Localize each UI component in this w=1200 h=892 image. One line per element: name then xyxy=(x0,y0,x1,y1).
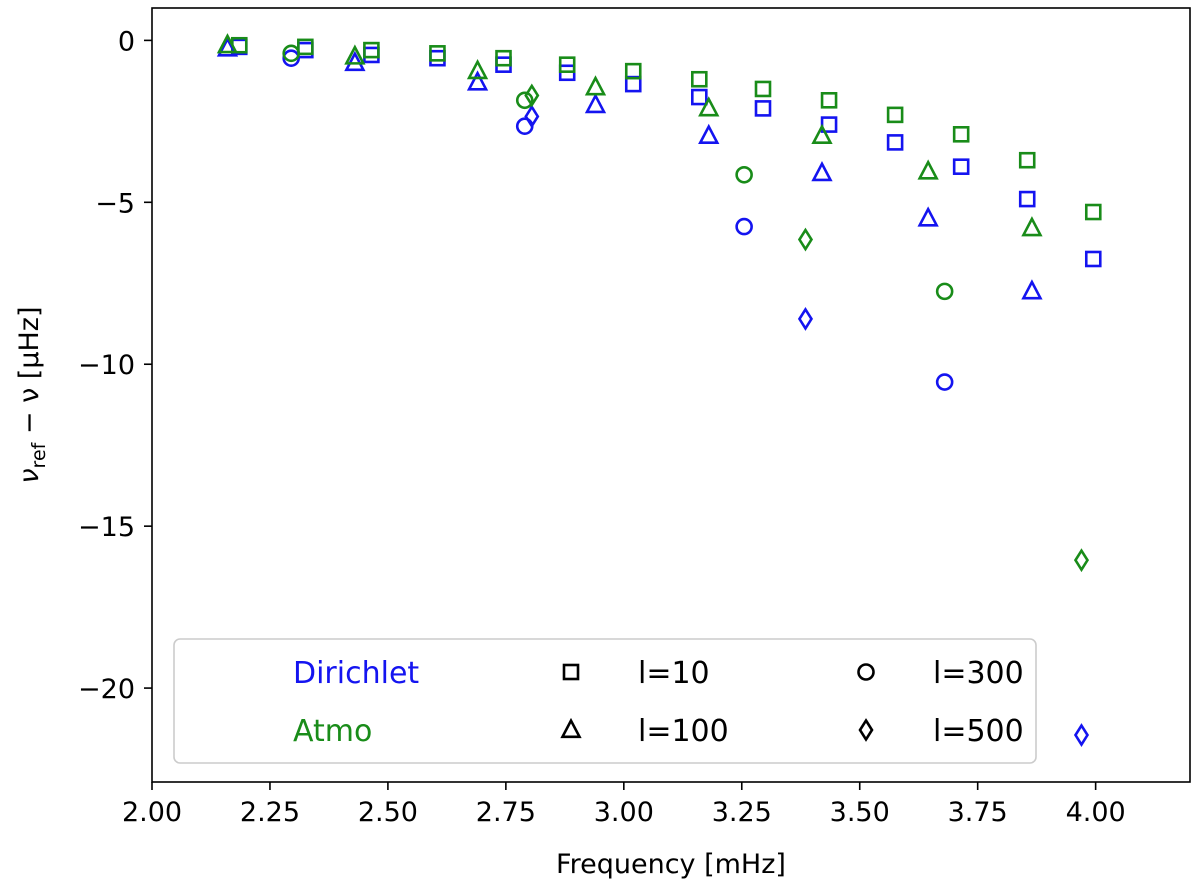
x-tick-label: 3.00 xyxy=(594,797,654,828)
data-point-dirichlet-l100 xyxy=(698,123,720,145)
data-point-atmo-l10 xyxy=(820,91,838,109)
data-point-dirichlet-l10 xyxy=(754,100,772,117)
data-point-dirichlet-l300 xyxy=(735,217,753,236)
legend-label-l100: l=100 xyxy=(638,714,729,749)
data-point-atmo-l100 xyxy=(216,33,239,54)
data-point-atmo-l10 xyxy=(691,70,708,88)
data-point-dirichlet-l10 xyxy=(1018,190,1036,208)
x-tick-label: 2.50 xyxy=(358,797,418,828)
data-point-dirichlet-l300 xyxy=(935,373,954,391)
data-point-atmo-l100 xyxy=(811,123,833,145)
x-tick-label: 2.00 xyxy=(122,797,182,828)
legend-label-atmo: Atmo xyxy=(293,714,372,749)
data-point-dirichlet-l10 xyxy=(429,49,446,67)
data-point-atmo-l300 xyxy=(282,44,300,63)
data-point-dirichlet-l10 xyxy=(886,134,904,151)
legend-box xyxy=(173,638,1037,764)
legend-marker-diamond xyxy=(858,718,874,742)
x-tick-label: 2.25 xyxy=(240,797,300,828)
data-point-dirichlet-l100 xyxy=(811,161,833,182)
x-tick-label: 3.75 xyxy=(948,797,1008,828)
data-point-atmo-l10 xyxy=(297,38,314,56)
data-point-atmo-l100 xyxy=(698,96,720,117)
legend-marker-square xyxy=(562,663,580,681)
data-point-dirichlet-l10 xyxy=(363,46,380,64)
data-point-atmo-l10 xyxy=(429,45,446,62)
data-point-dirichlet-l100 xyxy=(216,36,239,57)
data-point-atmo-l10 xyxy=(1018,151,1036,169)
data-point-atmo-l10 xyxy=(886,106,904,124)
y-tick-label: −15 xyxy=(78,512,135,543)
legend-label-dirichlet: Dirichlet xyxy=(293,656,419,691)
legend-marker-circle xyxy=(857,663,875,681)
data-point-dirichlet-l500 xyxy=(524,104,540,129)
data-point-atmo-l100 xyxy=(584,75,607,96)
legend-label-l500: l=500 xyxy=(933,714,1024,749)
legend-label-l10: l=10 xyxy=(638,656,710,691)
data-point-atmo-l300 xyxy=(935,282,954,301)
data-point-atmo-l100 xyxy=(466,59,489,80)
data-point-dirichlet-l100 xyxy=(917,206,939,227)
data-point-dirichlet-l10 xyxy=(1084,250,1102,268)
data-point-atmo-l10 xyxy=(363,41,380,59)
x-axis-label: Frequency [mHz] xyxy=(556,849,786,880)
data-point-atmo-l10 xyxy=(495,49,512,67)
data-point-atmo-l100 xyxy=(344,44,366,65)
x-tick-label: 3.25 xyxy=(712,797,772,828)
data-point-dirichlet-l500 xyxy=(797,306,814,331)
data-point-dirichlet-l10 xyxy=(691,88,708,106)
data-point-dirichlet-l10 xyxy=(952,158,970,175)
y-tick-label: −5 xyxy=(95,188,135,219)
y-tick-label: 0 xyxy=(118,26,135,57)
y-tick-label: −20 xyxy=(78,674,135,705)
data-point-atmo-l500 xyxy=(524,83,540,108)
legend-marker-triangle xyxy=(560,717,582,739)
axes: 2.00 2.25 2.50 2.75 3.00 3.25 3.50 3.75 4.00 0 −5 −… xyxy=(14,7,1191,880)
legend: Dirichlet Atmo l=10 l=100 l=300 l=500 xyxy=(173,638,1037,764)
x-tick-label: 4.00 xyxy=(1066,797,1126,828)
x-tick-label: 2.75 xyxy=(476,797,536,828)
data-point-atmo-l10 xyxy=(1084,203,1102,221)
data-point-atmo-l300 xyxy=(735,165,753,184)
y-axis-label: νref − ν [μHz] xyxy=(14,306,50,483)
y-tick-label: −10 xyxy=(78,350,135,381)
data-point-dirichlet-l100 xyxy=(344,50,366,72)
data-point-atmo-l10 xyxy=(754,80,772,98)
data-point-atmo-l500 xyxy=(1073,548,1090,573)
plot-frame xyxy=(151,7,1191,783)
data-point-dirichlet-l100 xyxy=(466,70,489,91)
data-point-atmo-l300 xyxy=(515,91,534,110)
data-point-atmo-l10 xyxy=(624,62,642,80)
x-tick-label: 3.50 xyxy=(830,797,890,828)
data-point-atmo-l10 xyxy=(558,56,576,73)
data-point-atmo-l10 xyxy=(952,126,970,143)
data-point-atmo-l100 xyxy=(917,159,939,180)
data-point-dirichlet-l500 xyxy=(1073,723,1090,747)
data-point-dirichlet-l100 xyxy=(1021,279,1043,300)
data-point-atmo-l100 xyxy=(1021,216,1043,237)
data-markers xyxy=(216,33,1102,747)
data-point-atmo-l500 xyxy=(797,227,814,252)
legend-label-l300: l=300 xyxy=(933,656,1024,691)
data-point-dirichlet-l300 xyxy=(282,49,300,67)
data-point-dirichlet-l100 xyxy=(584,93,607,114)
